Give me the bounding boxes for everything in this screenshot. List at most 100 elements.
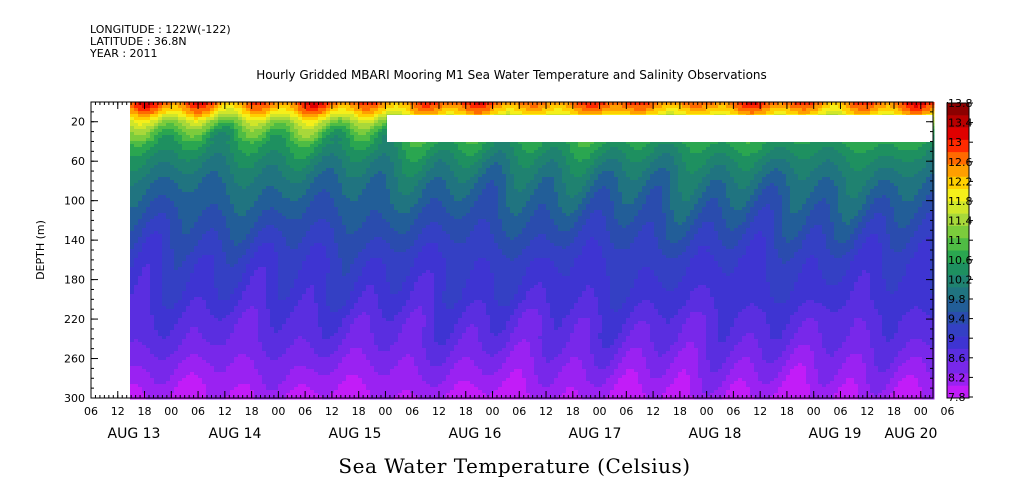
heatmap-cell xyxy=(306,303,311,307)
heatmap-cell xyxy=(166,342,171,346)
heatmap-cell xyxy=(182,126,187,130)
heatmap-cell xyxy=(274,363,279,367)
heatmap-cell xyxy=(258,243,263,247)
heatmap-cell xyxy=(298,186,303,190)
heatmap-cell xyxy=(290,324,295,328)
heatmap-cell xyxy=(166,315,171,319)
heatmap-cell xyxy=(194,327,199,331)
heatmap-cell xyxy=(194,264,199,268)
heatmap-cell xyxy=(206,180,211,184)
heatmap-cell xyxy=(322,195,327,199)
heatmap-cell xyxy=(290,363,295,367)
heatmap-cell xyxy=(226,165,231,169)
heatmap-cell xyxy=(206,234,211,238)
heatmap-cell xyxy=(270,126,275,130)
heatmap-cell xyxy=(250,222,255,226)
heatmap-cell xyxy=(250,285,255,289)
heatmap-cell xyxy=(294,339,299,343)
heatmap-cell xyxy=(286,180,291,184)
heatmap-cell xyxy=(234,114,239,118)
heatmap-cell xyxy=(130,360,135,364)
heatmap-cell xyxy=(198,264,203,268)
heatmap-cell xyxy=(190,261,195,265)
heatmap-cell xyxy=(146,249,151,253)
heatmap-cell xyxy=(146,108,151,112)
heatmap-cell xyxy=(138,336,143,340)
heatmap-cell xyxy=(150,357,155,361)
heatmap-cell xyxy=(314,210,319,214)
heatmap-cell xyxy=(206,147,211,151)
heatmap-cell xyxy=(258,294,263,298)
heatmap-cell xyxy=(314,246,319,250)
heatmap-cell xyxy=(170,267,175,271)
heatmap-cell xyxy=(238,222,243,226)
heatmap-cell xyxy=(222,177,227,181)
heatmap-cell xyxy=(206,126,211,130)
heatmap-cell xyxy=(214,291,219,295)
heatmap-cell xyxy=(190,237,195,241)
heatmap-cell xyxy=(150,321,155,325)
heatmap-cell xyxy=(258,252,263,256)
heatmap-cell xyxy=(162,279,167,283)
heatmap-cell xyxy=(190,126,195,130)
heatmap-cell xyxy=(222,303,227,307)
heatmap-cell xyxy=(270,186,275,190)
heatmap-cell xyxy=(162,357,167,361)
heatmap-cell xyxy=(286,306,291,310)
heatmap-cell xyxy=(274,357,279,361)
heatmap-cell xyxy=(218,243,223,247)
heatmap-cell xyxy=(182,348,187,352)
heatmap-cell xyxy=(330,117,335,121)
heatmap-cell xyxy=(274,381,279,385)
heatmap-cell xyxy=(258,204,263,208)
heatmap-cell xyxy=(230,390,235,394)
heatmap-cell xyxy=(226,294,231,298)
heatmap-cell xyxy=(290,126,295,130)
heatmap-cell xyxy=(302,249,307,253)
heatmap-cell xyxy=(186,270,191,274)
heatmap-cell xyxy=(302,339,307,343)
heatmap-cell xyxy=(134,195,139,199)
heatmap-cell xyxy=(174,210,179,214)
heatmap-cell xyxy=(210,372,215,376)
heatmap-cell xyxy=(154,189,159,193)
heatmap-cell xyxy=(262,150,267,154)
heatmap-cell xyxy=(166,291,171,295)
heatmap-cell xyxy=(318,360,323,364)
heatmap-cell xyxy=(146,123,151,127)
heatmap-cell xyxy=(242,336,247,340)
heatmap-cell xyxy=(182,174,187,178)
heatmap-cell xyxy=(310,129,315,133)
heatmap-cell xyxy=(154,348,159,352)
heatmap-cell xyxy=(170,210,175,214)
heatmap-cell xyxy=(318,129,323,133)
heatmap-cell xyxy=(234,273,239,277)
heatmap-cell xyxy=(250,153,255,157)
heatmap-cell xyxy=(154,108,159,112)
heatmap-cell xyxy=(198,174,203,178)
heatmap-cell xyxy=(130,294,135,298)
heatmap-cell xyxy=(314,237,319,241)
heatmap-cell xyxy=(294,303,299,307)
heatmap-cell xyxy=(254,135,259,139)
heatmap-cell xyxy=(234,222,239,226)
heatmap-cell xyxy=(318,258,323,262)
heatmap-cell xyxy=(222,174,227,178)
heatmap-cell xyxy=(182,270,187,274)
heatmap-cell xyxy=(162,147,167,151)
heatmap-cell xyxy=(314,306,319,310)
heatmap-cell xyxy=(238,120,243,124)
heatmap-cell xyxy=(178,183,183,187)
heatmap-cell xyxy=(162,237,167,241)
heatmap-cell xyxy=(166,141,171,145)
heatmap-cell xyxy=(262,348,267,352)
heatmap-cell xyxy=(314,195,319,199)
heatmap-cell xyxy=(138,255,143,259)
heatmap-cell xyxy=(170,165,175,169)
heatmap-cell xyxy=(142,132,147,136)
heatmap-cell xyxy=(326,186,331,190)
heatmap-cell xyxy=(154,159,159,163)
heatmap-cell xyxy=(254,141,259,145)
heatmap-cell xyxy=(298,129,303,133)
